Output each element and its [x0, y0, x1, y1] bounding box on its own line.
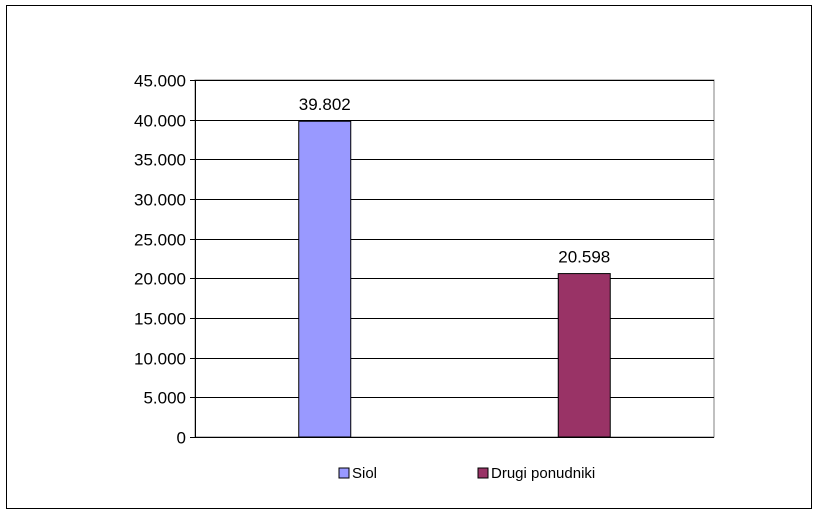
y-tick-label: 25.000	[134, 231, 186, 250]
bar-siol[interactable]	[298, 120, 352, 438]
y-tick-label: 10.000	[134, 350, 186, 369]
y-tick-label: 35.000	[134, 151, 186, 170]
plot-area	[194, 79, 715, 438]
bar-drugi-ponudniki[interactable]	[557, 273, 611, 438]
y-tick-label: 30.000	[134, 191, 186, 210]
y-tick-label: 20.000	[134, 270, 186, 289]
legend-swatch	[338, 467, 350, 479]
data-label: 39.802	[299, 95, 351, 114]
legend-label: Siol	[352, 465, 377, 482]
y-tick-label: 15.000	[134, 310, 186, 329]
y-tick-label: 45.000	[134, 72, 186, 91]
y-tick-label: 5.000	[143, 389, 186, 408]
y-tick-label: 0	[177, 429, 186, 448]
y-tick-label: 40.000	[134, 112, 186, 131]
data-label: 20.598	[558, 248, 610, 267]
legend-swatch	[477, 467, 489, 479]
legend-label: Drugi ponudniki	[491, 465, 595, 482]
